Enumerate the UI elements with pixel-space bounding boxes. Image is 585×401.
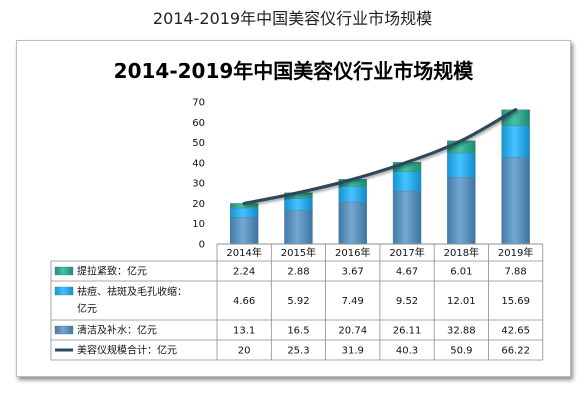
bar-segment xyxy=(392,190,422,245)
bar-segment xyxy=(447,177,476,245)
category-label: 2016年 xyxy=(335,246,370,259)
table-cell: 20.74 xyxy=(338,326,367,337)
table-cell: 50.9 xyxy=(450,346,472,357)
table-cell: 4.67 xyxy=(396,267,418,278)
table-cell: 32.88 xyxy=(447,326,476,337)
legend-key xyxy=(54,266,74,276)
category-label: 2017年 xyxy=(389,246,424,259)
table-cell: 6.01 xyxy=(450,267,472,278)
y-axis: 0 10 20 30 40 50 60 70 xyxy=(192,98,205,251)
line-point xyxy=(514,108,517,111)
bar-segment xyxy=(392,171,422,192)
bar-segment xyxy=(284,198,313,211)
category-label: 2018年 xyxy=(444,246,479,259)
table-cell: 7.49 xyxy=(342,296,364,307)
bar-segment xyxy=(338,201,367,245)
total-line-group xyxy=(242,108,518,206)
table-cell: 42.65 xyxy=(501,326,530,337)
table-cell: 16.5 xyxy=(287,326,309,337)
page-caption: 2014-2019年中国美容仪行业市场规模 xyxy=(152,9,433,28)
line-point xyxy=(460,139,463,142)
y-tick-label: 40 xyxy=(192,158,205,169)
line-point xyxy=(297,191,300,194)
y-tick-label: 20 xyxy=(192,199,205,210)
row-label: 美容仪规模合计：亿元 xyxy=(77,344,177,357)
table-cell: 66.22 xyxy=(501,346,530,357)
total-line xyxy=(242,108,518,206)
bar-segment xyxy=(501,109,530,126)
table-cell: 4.66 xyxy=(233,296,255,307)
table-cell: 25.3 xyxy=(287,346,309,357)
table-cell: 15.69 xyxy=(501,296,530,307)
line-point xyxy=(242,202,246,205)
y-tick-label: 0 xyxy=(199,240,205,251)
table-cell: 2.88 xyxy=(287,267,309,278)
table-cell: 9.52 xyxy=(396,296,418,307)
table-cell: 2.24 xyxy=(233,267,255,278)
bar-group xyxy=(229,109,530,245)
legend-key xyxy=(54,325,74,335)
table-cell: 5.92 xyxy=(287,296,309,307)
legend-key xyxy=(54,286,74,296)
table-cell: 20 xyxy=(238,346,251,357)
chart-svg: 0 10 20 30 40 50 60 70 2014年 2015年 2016年 2017年 2018… xyxy=(50,98,544,361)
y-tick-label: 50 xyxy=(192,138,205,149)
bar-segment xyxy=(501,157,530,245)
bar-segment xyxy=(284,210,313,245)
category-label: 2014年 xyxy=(226,246,261,259)
table-cell: 40.3 xyxy=(396,346,418,357)
bar-segment xyxy=(229,207,259,218)
bar-segment xyxy=(229,217,259,245)
table-cell: 26.11 xyxy=(393,326,422,337)
line-point xyxy=(405,161,409,164)
category-label: 2019年 xyxy=(498,246,533,259)
table-cell: 13.1 xyxy=(233,326,255,337)
bar-segment xyxy=(501,125,530,158)
y-tick-label: 30 xyxy=(192,179,205,190)
line-point xyxy=(351,178,354,181)
table-cell: 31.9 xyxy=(342,346,364,357)
y-tick-label: 70 xyxy=(192,98,205,109)
y-tick-label: 10 xyxy=(192,219,205,230)
bar-segment xyxy=(447,152,476,178)
table-cell: 12.01 xyxy=(447,296,476,307)
table-cell: 7.88 xyxy=(505,267,527,278)
bar-segment xyxy=(338,186,367,203)
category-label: 2015年 xyxy=(281,246,316,259)
chart-title: 2014-2019年中国美容仪行业市场规模 xyxy=(113,59,474,83)
table-cell: 3.67 xyxy=(342,267,364,278)
chart-panel: 2014-2019年中国美容仪行业市场规模 0 10 20 30 40 50 60 70 20… xyxy=(16,40,571,377)
row-label: 提拉紧致：亿元 xyxy=(77,265,147,278)
y-tick-label: 60 xyxy=(192,118,205,129)
row-label: 亿元 xyxy=(77,302,97,315)
row-label: 清洁及补水：亿元 xyxy=(77,324,157,337)
row-label: 祛痘、祛斑及毛孔收缩： xyxy=(77,285,187,298)
